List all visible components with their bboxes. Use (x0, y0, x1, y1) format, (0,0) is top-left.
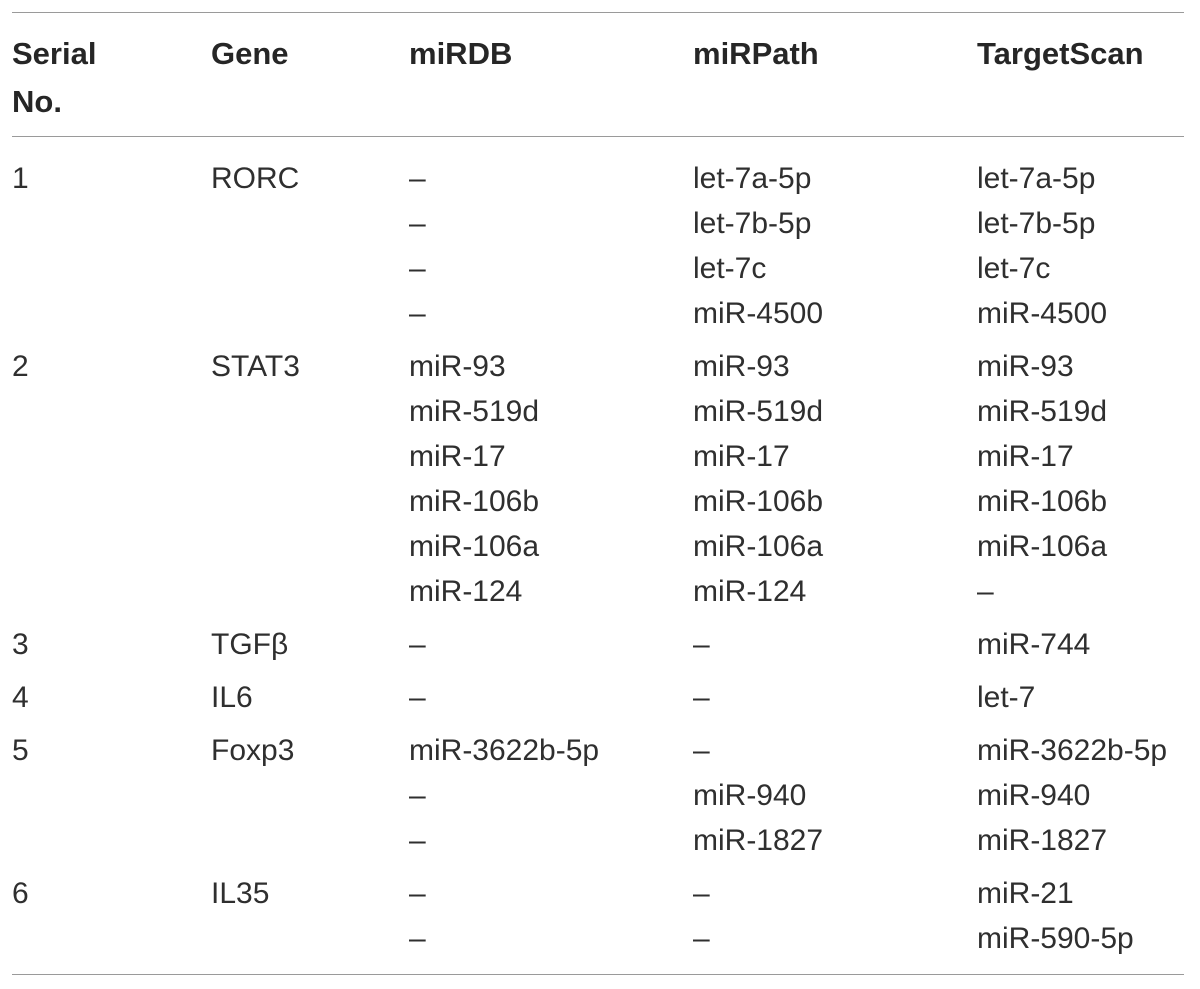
targetscan-cell: miR-93 miR-519d miR-17 miR-106b miR-106a – (977, 344, 1107, 614)
table-header-row: Serial No. Gene miRDB miRPath TargetScan (0, 30, 1200, 126)
mirna-entry: miR-519d (693, 395, 824, 428)
mirpath-cell: – (693, 622, 710, 667)
mirna-entry: – (409, 297, 426, 330)
targetscan-cell: let-7a-5p let-7b-5p let-7c miR-4500 (977, 156, 1107, 336)
mirna-entry: – (693, 628, 710, 661)
mirna-entry: miR-4500 (977, 297, 1108, 330)
gene-cell: RORC (211, 162, 300, 195)
mirna-entry: – (409, 252, 426, 285)
mirna-entry: miR-21 (977, 877, 1074, 910)
gene-cell: Foxp3 (211, 734, 295, 767)
table-row: 6 IL35– – – – miR-21 miR-590-5p (0, 871, 1200, 969)
serial-cell: 2 (12, 350, 29, 383)
mirna-entry: let-7a-5p (693, 162, 812, 195)
mirna-entry: miR-1827 (977, 824, 1108, 857)
mirna-entry: miR-93 (977, 350, 1074, 383)
mirna-entry: miR-940 (693, 779, 807, 812)
header-targetscan: TargetScan (977, 36, 1144, 71)
mirna-entry: miR-3622b-5p (977, 734, 1168, 767)
mirpath-cell: miR-93 miR-519d miR-17 miR-106b miR-106a miR-… (693, 344, 823, 614)
mirna-entry: miR-1827 (693, 824, 824, 857)
mirpath-cell: – (693, 675, 710, 720)
mirna-entry: – (409, 628, 426, 661)
mirna-entry: miR-106b (977, 485, 1108, 518)
serial-cell: 6 (12, 877, 29, 910)
mirna-entry: miR-17 (409, 440, 506, 473)
mirna-entry: miR-106a (693, 530, 824, 563)
mirna-entry: let-7c (693, 252, 767, 285)
mirna-entry: – (409, 779, 426, 812)
mirna-entry: – (693, 877, 710, 910)
mirpath-cell: – – (693, 871, 710, 961)
table-body: 1 RORC – – – – let-7a-5p let-7b-5p let-7c miR-450… (0, 156, 1200, 969)
mirna-entry: – (693, 922, 710, 955)
mirna-entry: – (977, 575, 994, 608)
mirna-entry: miR-93 (409, 350, 506, 383)
table-row: 4 IL6 – – let-7 (0, 675, 1200, 728)
mirna-entry: miR-124 (693, 575, 807, 608)
mirna-entry: miR-3622b-5p (409, 734, 600, 767)
serial-cell: 4 (12, 681, 29, 714)
mirdb-cell: – (409, 675, 426, 720)
header-rule (12, 136, 1184, 137)
mirna-entry: miR-519d (409, 395, 540, 428)
mirna-entry: – (409, 681, 426, 714)
mirna-entry: miR-519d (977, 395, 1108, 428)
mirna-entry: – (409, 207, 426, 240)
mirna-entry: let-7 (977, 681, 1036, 714)
targetscan-cell: miR-744 (977, 622, 1090, 667)
mirna-entry: miR-590-5p (977, 922, 1134, 955)
mirna-entry: miR-93 (693, 350, 790, 383)
mirna-entry: – (409, 162, 426, 195)
mirna-entry: miR-106b (409, 485, 540, 518)
mirna-entry: – (409, 877, 426, 910)
gene-cell: STAT3 (211, 350, 300, 383)
gene-cell: IL6 (211, 681, 253, 714)
top-rule (12, 12, 1184, 13)
mirna-entry: let-7c (977, 252, 1051, 285)
mirna-entry: – (409, 922, 426, 955)
table-row: 2 STAT3 miR-93 miR-519d miR-17 miR-106b miR-10… (0, 344, 1200, 622)
serial-cell: 5 (12, 734, 29, 767)
mirna-entry: miR-106a (409, 530, 540, 563)
mirpath-cell: let-7a-5p let-7b-5p let-7c miR-4500 (693, 156, 823, 336)
mirdb-cell: – – (409, 871, 426, 961)
mirdb-cell: – – – – (409, 156, 426, 336)
mirna-entry: – (693, 681, 710, 714)
mirna-entry: let-7a-5p (977, 162, 1096, 195)
serial-cell: 1 (12, 162, 29, 195)
header-gene: Gene (211, 36, 289, 71)
targetscan-cell: miR-3622b-5p miR-940 miR-1827 (977, 728, 1167, 863)
mirpath-cell: – miR-940 miR-1827 (693, 728, 823, 863)
mirna-entry: miR-940 (977, 779, 1091, 812)
targetscan-cell: miR-21 miR-590-5p (977, 871, 1134, 961)
bottom-rule (12, 974, 1184, 975)
header-mirdb: miRDB (409, 36, 513, 71)
header-mirpath: miRPath (693, 36, 819, 71)
gene-cell: IL35 (211, 877, 270, 910)
mirna-entry: miR-124 (409, 575, 523, 608)
table-row: 3 TGFβ – – miR-744 (0, 622, 1200, 675)
mirna-entry: miR-4500 (693, 297, 824, 330)
mirdb-cell: – (409, 622, 426, 667)
mirna-entry: miR-17 (977, 440, 1074, 473)
mirna-entry: let-7b-5p (977, 207, 1096, 240)
table-row: 1 RORC – – – – let-7a-5p let-7b-5p let-7c miR-450… (0, 156, 1200, 344)
mirna-entry: miR-744 (977, 628, 1091, 661)
mirna-entry: miR-106a (977, 530, 1108, 563)
mirna-entry: – (693, 734, 710, 767)
mirna-entry: let-7b-5p (693, 207, 812, 240)
gene-cell: TGFβ (211, 628, 289, 661)
serial-cell: 3 (12, 628, 29, 661)
mirna-entry: miR-17 (693, 440, 790, 473)
table-row: 5 Foxp3 miR-3622b-5p – – – miR-940 miR-1827 miR-… (0, 728, 1200, 871)
mirdb-cell: miR-3622b-5p – – (409, 728, 599, 863)
targetscan-cell: let-7 (977, 675, 1035, 720)
header-serial-no: Serial No. (12, 36, 97, 119)
mirna-entry: – (409, 824, 426, 857)
mirna-entry: miR-106b (693, 485, 824, 518)
mirdb-cell: miR-93 miR-519d miR-17 miR-106b miR-106a miR-… (409, 344, 539, 614)
